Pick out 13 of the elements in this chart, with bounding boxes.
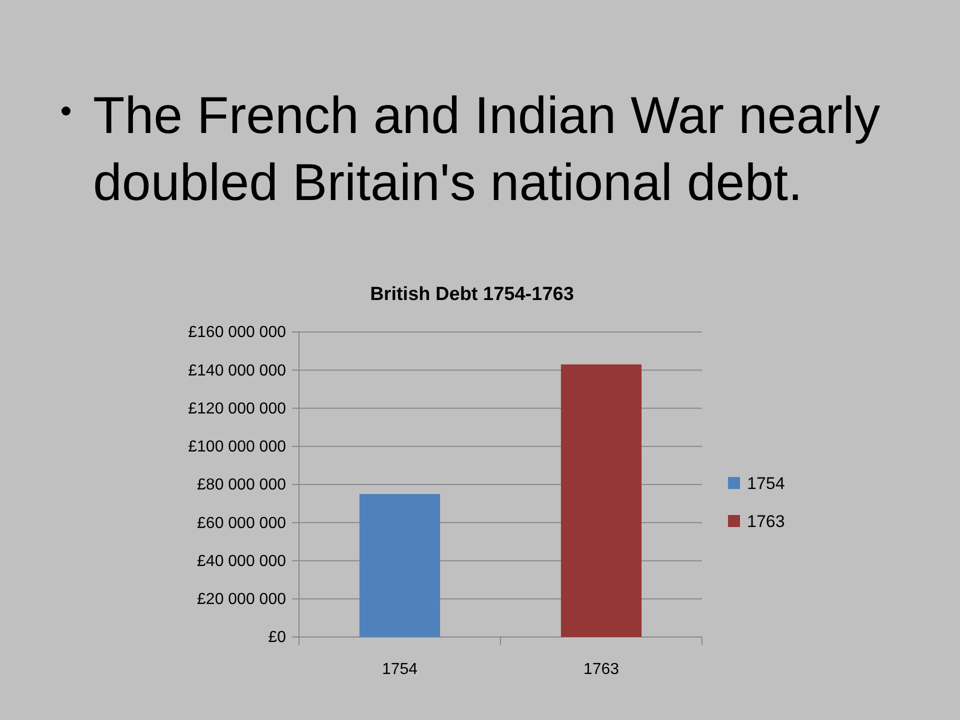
y-tick-label: £140 000 000 bbox=[188, 362, 286, 380]
y-tick-label: £80 000 000 bbox=[197, 476, 286, 494]
legend-label: 1754 bbox=[747, 474, 785, 493]
y-tick-label: £40 000 000 bbox=[197, 552, 286, 570]
chart-title: British Debt 1754-1763 bbox=[370, 284, 574, 305]
y-tick-label: £60 000 000 bbox=[197, 514, 286, 532]
legend-label: 1763 bbox=[747, 512, 785, 531]
y-tick-label: £100 000 000 bbox=[188, 438, 286, 456]
y-tick-label: £160 000 000 bbox=[188, 324, 286, 342]
y-tick-label: £20 000 000 bbox=[197, 590, 286, 608]
y-tick-label: £0 bbox=[268, 629, 286, 646]
text: The French and Indian War nearly doubled Britain's national debt. bbox=[93, 87, 880, 212]
y-tick-label: £120 000 000 bbox=[188, 400, 286, 418]
